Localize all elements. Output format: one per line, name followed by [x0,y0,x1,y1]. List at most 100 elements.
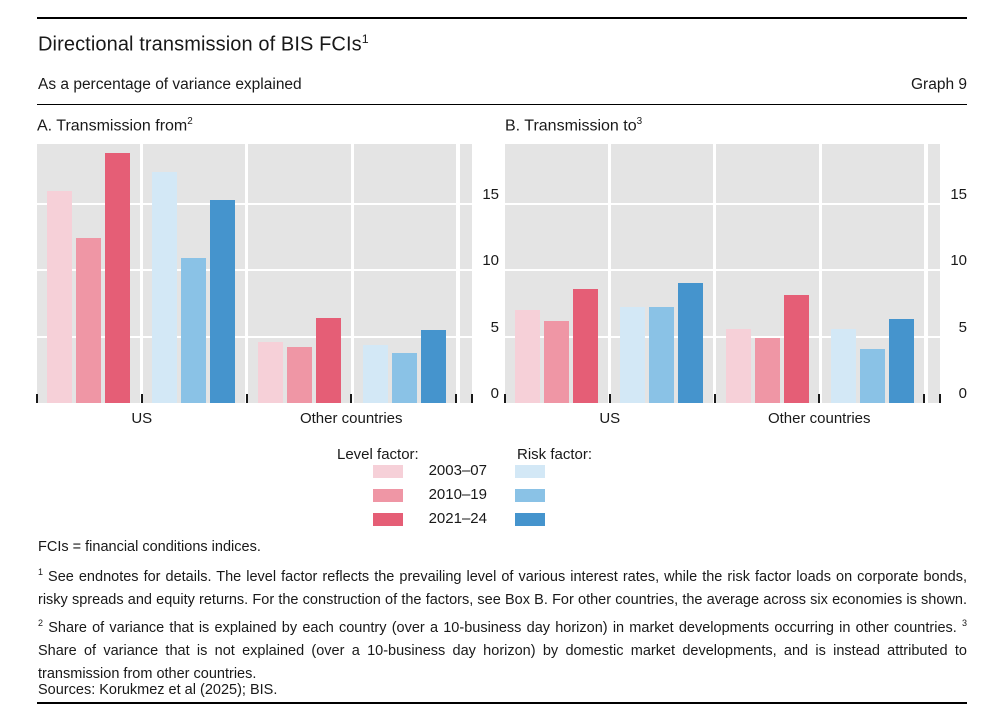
panel-b-plot-area: US Other countries [504,144,925,427]
bar-risk-2003–07 [363,344,389,403]
bar-group-other-countries-risk [821,144,925,403]
gridline-5 [353,335,456,338]
panel-a-chart: US Other countries 0 5 10 15 [36,144,499,427]
gridline-15 [142,202,245,205]
axis-end-tick [471,394,473,403]
gridline-15 [610,202,713,205]
bars [143,144,246,403]
bar-level-2003–07 [725,328,751,403]
y-tick-label-15: 15 [950,185,967,203]
bar-level-2010–19 [75,238,101,403]
axis-end-tick [939,394,941,403]
legend-period-label: 2003–07 [428,462,487,479]
axis-tick [608,394,611,403]
chart-panels: A. Transmission from2 US Other countries … [36,116,967,427]
definition-note: FCIs = financial conditions indices. [38,539,261,555]
bars [505,144,608,403]
gridline-5 [716,335,819,338]
footnote-text-2: Share of variance that is explained by e… [43,619,962,636]
bottom-rule [37,702,967,704]
legend-swatch-level-2003-07 [373,465,403,478]
panel-a-title: A. Transmission from2 [37,116,499,144]
legend-swatch-level-2010-19 [373,489,403,502]
bars [248,144,351,403]
footnote-marker-2: 2 [38,617,43,628]
panel-b-y-axis: 0 5 10 15 [940,144,967,403]
bar-risk-2021–24 [210,199,236,403]
gridline-15 [353,202,456,205]
axis-tick [923,394,925,403]
top-rule [37,17,967,19]
gridline-15 [928,202,940,205]
gridline-10 [610,269,713,272]
bar-level-2010–19 [754,337,780,403]
legend-period-label: 2010–19 [428,486,487,503]
gridline-5 [928,335,940,338]
y-tick-label-0: 0 [958,385,967,402]
y-tick-label-5: 5 [958,318,967,336]
panel-b: B. Transmission to3 US Other countries 0 5… [504,116,967,427]
bar-level-2010–19 [543,320,569,403]
graph-number-label: Graph 9 [910,76,967,93]
footnote-marker-3: 3 [962,617,967,628]
chart-title-footnote-marker: 1 [361,32,369,46]
gridline-10 [248,269,351,272]
bars [611,144,714,403]
footnote-marker-1: 1 [38,567,43,577]
bar-risk-2021–24 [889,319,915,403]
bar-risk-2010–19 [860,348,886,403]
y-tick-label-10: 10 [950,252,967,270]
header-divider [37,104,967,105]
chart-title-text: Directional transmission of BIS FCIs [38,33,362,56]
gridline-15 [505,202,608,205]
legend-swatch-risk-2003-07 [515,465,545,478]
legend-risk-factor-heading: Risk factor: [517,446,593,463]
bar-group-other-countries-level [248,144,351,403]
legend-level-factor-heading: Level factor: [337,446,419,463]
panel-a: A. Transmission from2 US Other countries … [36,116,499,427]
axis-tick [818,394,821,403]
panel-a-y-axis: 0 5 10 15 [472,144,499,403]
footnote-text-3: Share of variance that is not explained … [38,642,967,682]
panel-b-footnote-marker: 3 [636,116,643,127]
axis-tick [455,394,457,403]
gridline-5 [248,335,351,338]
panel-b-title-text: B. Transmission to [505,117,637,135]
axis-tick [713,394,716,403]
panel-a-plot-area: US Other countries [36,144,457,427]
chart-legend: Level factor: Risk factor: 2003–07 2010–… [37,445,967,533]
footnote-text-1: See endnotes for details. The level fact… [38,568,967,608]
footnotes-paragraph: 1 See endnotes for details. The level fa… [38,561,967,686]
gridline-15 [37,202,140,205]
y-tick-label-0: 0 [490,385,499,402]
bar-risk-2003–07 [620,307,646,403]
subtitle-row: As a percentage of variance explained Gr… [38,76,967,94]
bar-risk-2010–19 [649,307,675,403]
gridline-10 [821,269,924,272]
bar-risk-2010–19 [392,352,418,403]
axis-tick [350,394,353,403]
legend-swatch-risk-2010-19 [515,489,545,502]
bar-level-2021–24 [104,153,130,403]
panel-b-title: B. Transmission to3 [505,116,967,144]
bar-level-2003–07 [46,190,72,403]
gridline-10 [716,269,819,272]
bars [716,144,819,403]
panel-b-axis-spacer [928,144,941,403]
bar-group-us-level [505,144,608,403]
gridline-15 [821,202,924,205]
legend-period-label: 2021–24 [428,510,487,527]
gridline-10 [460,269,472,272]
axis-tick [245,394,248,403]
sources-line: Sources: Korukmez et al (2025); BIS. [38,682,278,698]
axis-tick [504,394,506,403]
x-category-label-other-countries: Other countries [767,410,871,427]
gridline-10 [928,269,940,272]
gridline-15 [716,202,819,205]
bar-risk-2021–24 [421,329,447,403]
legend-swatch-risk-2021-24 [515,513,545,526]
axis-tick [140,394,143,403]
x-category-label-us: US [131,410,153,427]
bar-level-2010–19 [286,347,312,403]
bars [822,144,925,403]
